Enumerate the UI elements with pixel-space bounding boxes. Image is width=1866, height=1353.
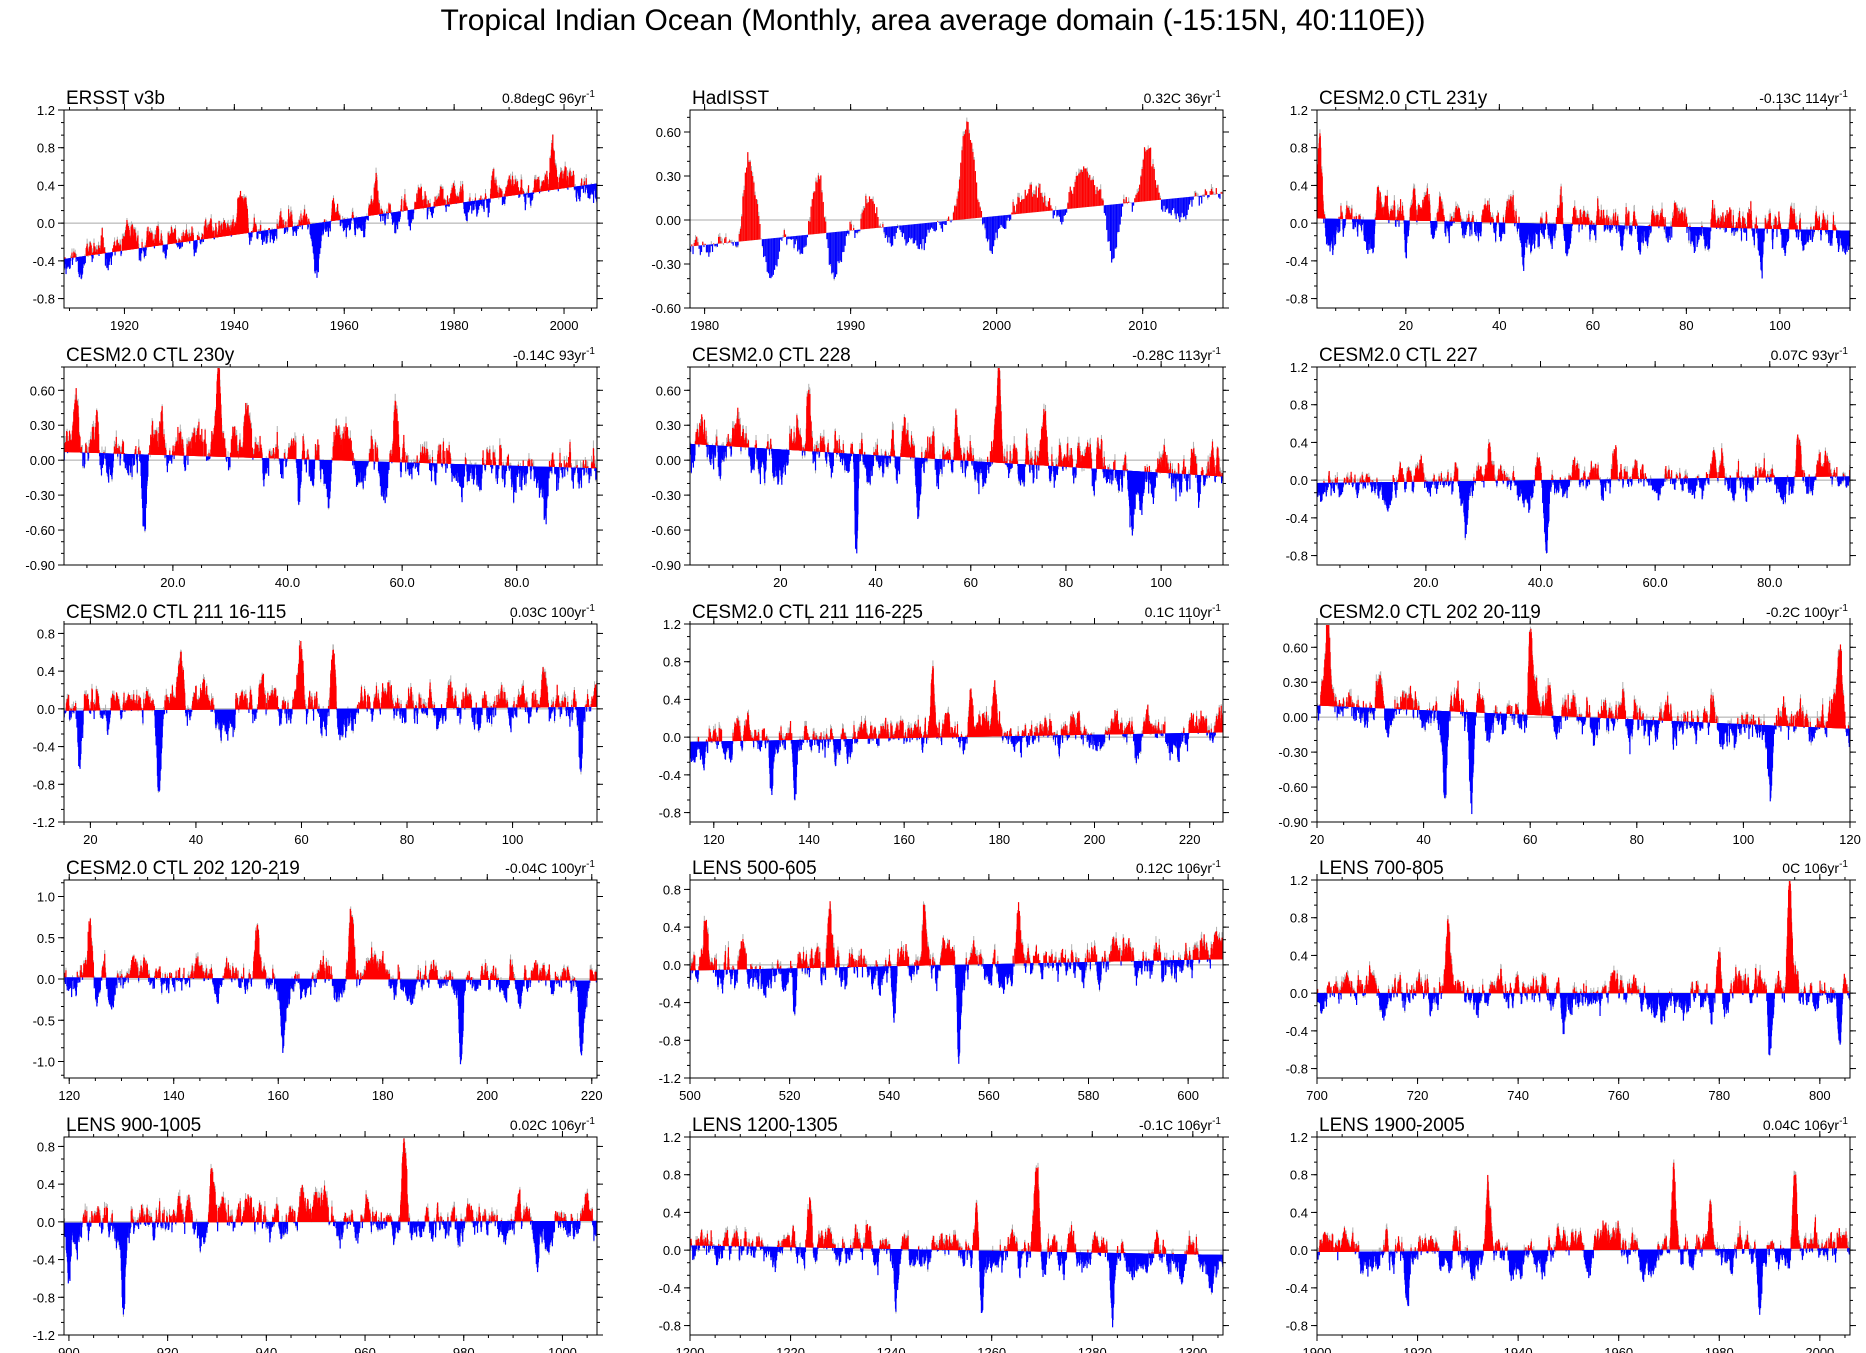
y-tick-label: -0.30 (651, 257, 681, 272)
x-tick-label: 2010 (1128, 318, 1157, 333)
y-tick-label: 0.8 (37, 141, 55, 156)
x-tick-label: 1940 (220, 318, 249, 333)
trend-label: 0.8degC 96yr-1 (502, 89, 595, 106)
data-layer (64, 134, 597, 280)
y-tick-label: 0.00 (656, 213, 681, 228)
plot-frame (689, 109, 1224, 309)
data-layer (1317, 129, 1850, 279)
y-tick-label: 0.30 (656, 169, 681, 184)
y-tick-label: 0.0 (37, 216, 55, 231)
x-tick-label: 1960 (330, 318, 359, 333)
panel-title: ERSST v3b (66, 88, 165, 109)
positive-series (64, 134, 587, 259)
y-tick-label: -0.8 (33, 292, 55, 307)
panel-2: HadISST 0.32C 36yr-1 -0.60 -0.30 0.00 0.30 0.6… (651, 88, 1229, 333)
panel-3: CESM2.0 CTL 231y -0.13C 114yr-1-0.8-0.40.… (1286, 88, 1856, 333)
page-title: Tropical Indian Ocean (Monthly, area ave… (0, 4, 1866, 38)
negative-series (64, 183, 597, 279)
raw-series (1317, 129, 1850, 278)
negative-series (690, 193, 1221, 279)
plot-frame (63, 109, 598, 309)
trend-label: 0.32C 36yr-1 (1144, 89, 1222, 106)
panel-1: ERSST v3b 0.8degC 96yr-1 -0.8 -0.4 0.0 0.4 0.8… (33, 88, 603, 333)
trend-unit-sup: -1 (1839, 89, 1848, 100)
y-tick-label: -0.4 (33, 254, 55, 269)
trend-unit-sup: -1 (1212, 89, 1221, 100)
x-tick-label: 1980 (440, 318, 469, 333)
panel-title: HadISST (692, 88, 769, 109)
trend-unit-sup: -1 (586, 89, 595, 100)
y-tick-label: 0.60 (656, 125, 681, 140)
x-tick-label: 1920 (110, 318, 139, 333)
positive-series (691, 121, 1223, 247)
positive-series (1317, 133, 1841, 231)
x-tick-label: 1990 (836, 318, 865, 333)
y-tick-label: 0.4 (37, 178, 55, 193)
y-tick-label: 1.2 (37, 103, 55, 118)
panel-title: CESM2.0 CTL 231y (1319, 88, 1488, 109)
y-tick-label: -0.60 (651, 301, 681, 316)
x-tick-label: 2000 (982, 318, 1011, 333)
x-tick-label: 1980 (690, 318, 719, 333)
raw-series (64, 134, 597, 280)
trend-label: -0.13C 114yr-1 (1759, 89, 1848, 106)
x-tick-label: 2000 (550, 318, 579, 333)
data-layer (690, 117, 1223, 281)
